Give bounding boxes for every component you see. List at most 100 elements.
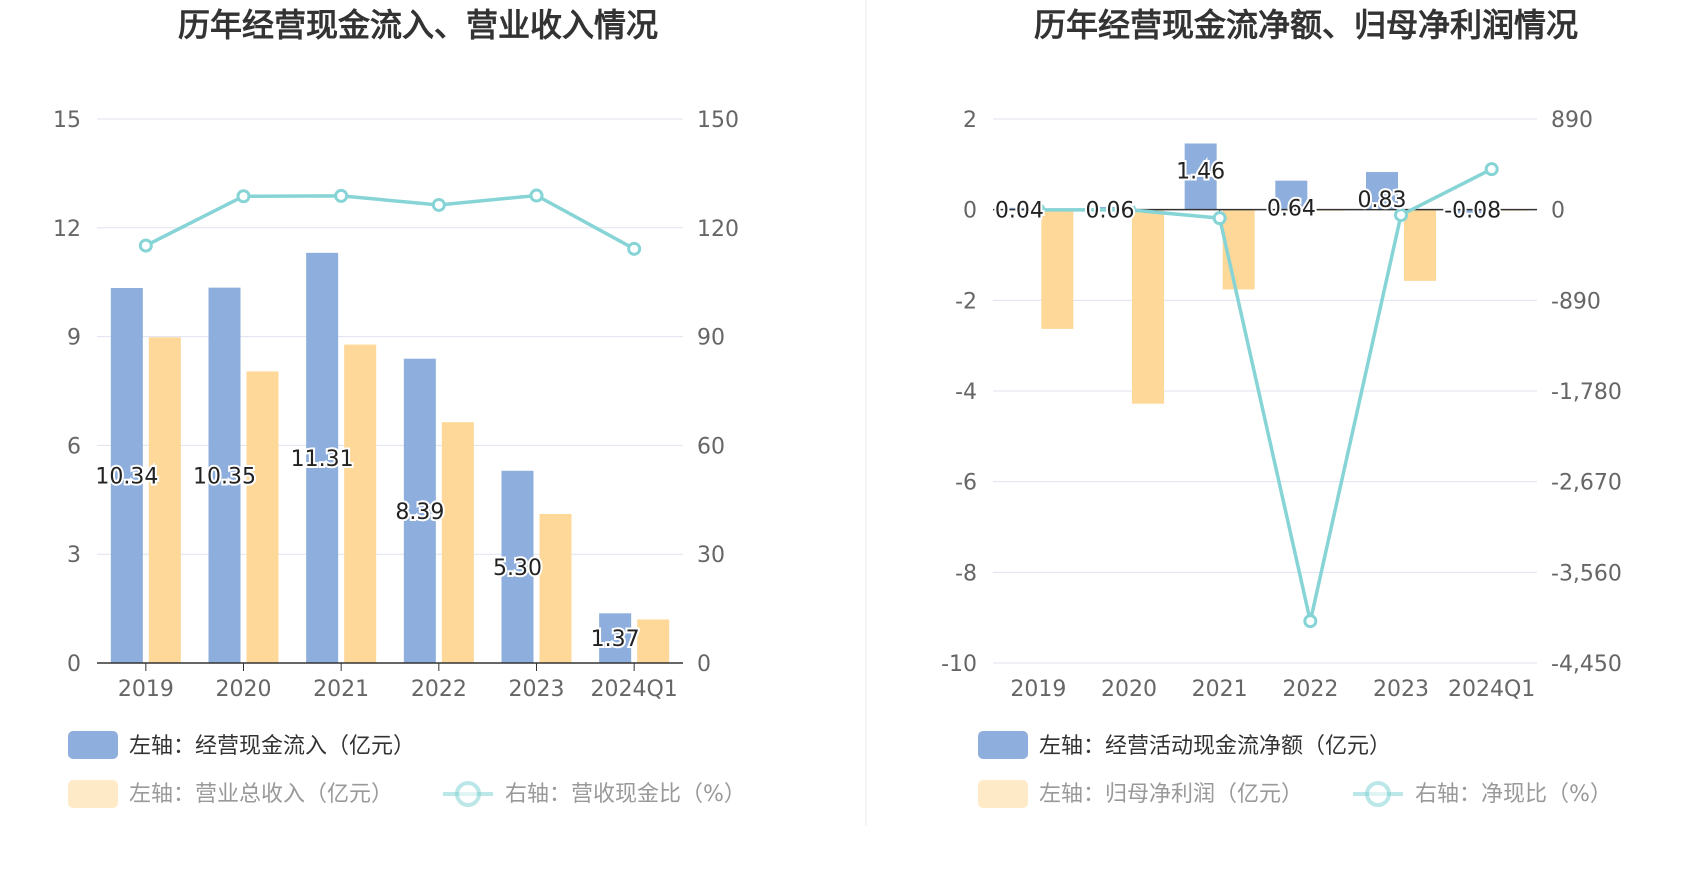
line-point-2023 — [1394, 208, 1408, 223]
line-point-2021 — [334, 188, 349, 203]
line-series-path — [1038, 167, 1493, 622]
x-axis-tick-label: 2024Q1 — [591, 677, 678, 702]
left-axis-tick: -2 — [955, 289, 977, 314]
x-axis-tick-label: 2020 — [216, 677, 272, 702]
bar-2020-secondary — [1132, 209, 1164, 404]
data-label-2024Q1: -0.08 — [1444, 199, 1501, 224]
bar-2024Q1-secondary — [637, 619, 670, 663]
x-axis-tick-label: 2019 — [118, 677, 174, 702]
bar-2023-secondary — [539, 513, 572, 663]
chart-left-data-labels: 10.34 10.35 11.31 8.39 5.30 1.37 — [93, 445, 641, 654]
bar-2021-secondary — [344, 344, 377, 663]
right-axis-tick: 0 — [697, 652, 711, 677]
left-axis-tick: 0 — [963, 199, 977, 224]
legend-swatch-bar-yellow — [68, 780, 118, 808]
legend-label-revenue: 左轴：营业总收入（亿元） — [129, 782, 393, 807]
x-axis-tick-label: 2023 — [1373, 677, 1429, 702]
chart-right-legend[interactable]: 左轴：经营活动现金流净额（亿元） 左轴：归母净利润（亿元） 右轴：净现比（%） — [978, 731, 1612, 808]
right-axis-tick: 0 — [1551, 199, 1565, 224]
chart-right-bars — [1003, 143, 1527, 404]
data-label-2022: 0.64 — [1267, 197, 1316, 222]
right-axis-tick: 150 — [697, 108, 739, 133]
chart-left-bars — [110, 252, 670, 663]
chart-right-title: 历年经营现金流净额、归母净利润情况 — [1034, 6, 1578, 44]
legend-label-ratio: 右轴：营收现金比（%） — [505, 782, 746, 807]
right-axis-tick: -1,780 — [1551, 380, 1622, 405]
x-axis-tick-label: 2023 — [509, 677, 565, 702]
legend-swatch-line — [1353, 781, 1403, 807]
chart-left-line — [138, 188, 642, 256]
data-label-2024Q1: 1.37 — [591, 627, 640, 652]
x-axis-tick-label: 2022 — [1282, 677, 1338, 702]
data-label-2019: 0.04 — [995, 199, 1044, 224]
line-point-2024Q1 — [1484, 162, 1499, 177]
legend-label-cash-inflow: 左轴：经营现金流入（亿元） — [129, 734, 415, 759]
data-label-2021: 1.46 — [1176, 159, 1225, 184]
data-label-2023: 5.30 — [493, 556, 542, 581]
left-axis-tick: -8 — [955, 561, 977, 586]
bar-2023-secondary — [1404, 209, 1436, 281]
right-axis-tick: 90 — [697, 326, 725, 351]
bar-2022-primary — [403, 358, 436, 663]
bar-2024Q1-primary — [599, 613, 632, 663]
line-point-2021 — [1212, 211, 1227, 226]
line-series-path — [145, 193, 636, 251]
data-label-2019: 10.34 — [95, 465, 158, 490]
legend-label-net-cash-ratio: 右轴：净现比（%） — [1415, 782, 1612, 807]
bar-2021-primary — [306, 252, 339, 663]
data-label-2020: 0.06 — [1086, 199, 1135, 224]
legend-swatch-line — [443, 781, 493, 807]
chart-right-right-axis: 890 0 -890 -1,780 -2,670 -3,560 -4,450 — [1551, 108, 1622, 677]
x-axis-tick-label: 2021 — [1192, 677, 1248, 702]
data-label-2023: 0.83 — [1358, 188, 1407, 213]
bar-2020-primary — [208, 287, 241, 663]
legend-swatch-bar-blue — [978, 731, 1028, 759]
line-point-2019 — [1031, 202, 1046, 217]
line-point-2023 — [529, 188, 544, 203]
bar-2020-secondary — [246, 371, 279, 663]
bar-2023-primary — [501, 470, 534, 663]
x-axis-tick-label: 2019 — [1010, 677, 1066, 702]
data-label-2021: 11.31 — [291, 447, 354, 472]
right-axis-tick: 120 — [697, 217, 739, 242]
chart-right-line — [1031, 162, 1499, 629]
right-axis-tick: -890 — [1551, 289, 1601, 314]
bar-2019-secondary — [1041, 209, 1074, 329]
chart-left-right-axis: 150 120 90 60 30 0 — [697, 108, 739, 677]
chart-left-x-axis: 2019 2020 2021 2022 2023 2024Q1 — [97, 662, 683, 702]
right-axis-tick: -3,560 — [1551, 561, 1622, 586]
legend-swatch-bar-yellow — [978, 780, 1028, 808]
bar-2022-primary — [1275, 180, 1308, 210]
chart-left-left-axis: 15 12 9 6 3 0 — [53, 108, 81, 677]
left-axis-tick: 9 — [67, 326, 81, 351]
bar-2021-primary — [1184, 143, 1217, 210]
bar-2019-primary — [110, 288, 143, 663]
bar-2024Q1-primary — [1456, 209, 1489, 214]
line-point-2019 — [138, 238, 153, 253]
left-axis-tick: -10 — [941, 652, 977, 677]
left-axis-tick: -4 — [955, 380, 977, 405]
bar-2023-primary — [1366, 172, 1398, 210]
bar-2019-primary — [1003, 207, 1036, 210]
right-axis-tick: -4,450 — [1551, 652, 1622, 677]
legend-label-net-cash-flow: 左轴：经营活动现金流净额（亿元） — [1039, 734, 1391, 759]
data-label-2020: 10.35 — [193, 464, 256, 489]
x-axis-tick-label: 2020 — [1101, 677, 1157, 702]
line-point-2020 — [236, 189, 251, 204]
chart-right-left-axis: 2 0 -2 -4 -6 -8 -10 — [941, 108, 977, 677]
left-axis-tick: 3 — [67, 543, 81, 568]
chart-right-data-labels: 0.04 0.06 1.46 0.64 0.83 -0.08 — [993, 157, 1503, 225]
x-axis-tick-label: 2021 — [313, 677, 369, 702]
left-axis-tick: 12 — [53, 217, 81, 242]
left-axis-tick: 2 — [963, 108, 977, 133]
left-axis-tick: 6 — [67, 434, 81, 459]
left-axis-tick: -6 — [955, 471, 977, 496]
bar-2022-secondary — [441, 422, 474, 663]
x-axis-tick-label: 2022 — [411, 677, 467, 702]
right-axis-tick: 30 — [697, 543, 725, 568]
chart-left-legend[interactable]: 左轴：经营现金流入（亿元） 左轴：营业总收入（亿元） 右轴：营收现金比（%） — [68, 731, 746, 808]
legend-label-net-profit: 左轴：归母净利润（亿元） — [1039, 782, 1303, 807]
